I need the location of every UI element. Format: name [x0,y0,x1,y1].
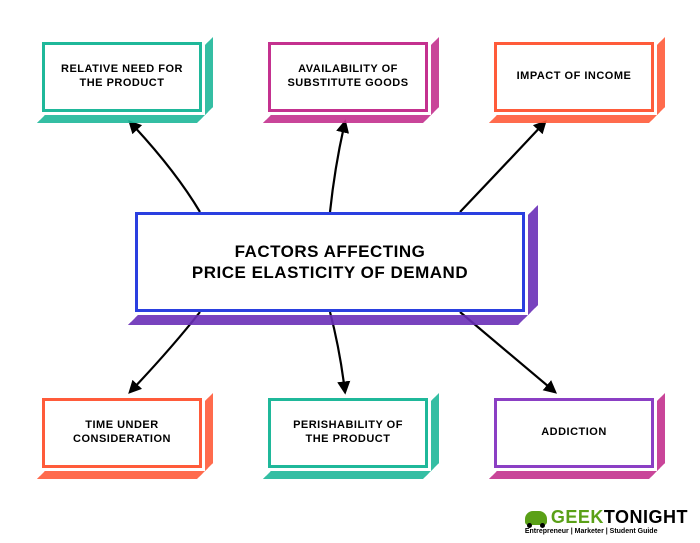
factor-label: TIME UNDER CONSIDERATION [55,419,189,447]
factor-label: ADDICTION [541,426,607,440]
factor-label: IMPACT OF INCOME [517,70,632,84]
factor-box-addiction: ADDICTION [494,398,654,468]
center-title-line1: FACTORS AFFECTING [192,241,468,262]
factor-label: PERISHABILITY OF THE PRODUCT [281,419,415,447]
car-icon [525,511,547,525]
brand-word-b: TONIGHT [604,507,688,527]
factor-box-substitutes: AVAILABILITY OF SUBSTITUTE GOODS [268,42,428,112]
watermark-tagline: Entrepreneur | Marketer | Student Guide [525,528,688,535]
center-topic-box: FACTORS AFFECTING PRICE ELASTICITY OF DE… [135,212,525,312]
brand-word-a: GEEK [551,507,604,527]
factor-box-income-impact: IMPACT OF INCOME [494,42,654,112]
factor-label: RELATIVE NEED FOR THE PRODUCT [55,63,189,91]
factor-box-time: TIME UNDER CONSIDERATION [42,398,202,468]
factor-label: AVAILABILITY OF SUBSTITUTE GOODS [281,63,415,91]
factor-box-perishability: PERISHABILITY OF THE PRODUCT [268,398,428,468]
center-title-line2: PRICE ELASTICITY OF DEMAND [192,262,468,283]
diagram-canvas: FACTORS AFFECTING PRICE ELASTICITY OF DE… [0,0,700,543]
factor-box-relative-need: RELATIVE NEED FOR THE PRODUCT [42,42,202,112]
watermark-logo: GEEKTONIGHT Entrepreneur | Marketer | St… [525,507,688,535]
